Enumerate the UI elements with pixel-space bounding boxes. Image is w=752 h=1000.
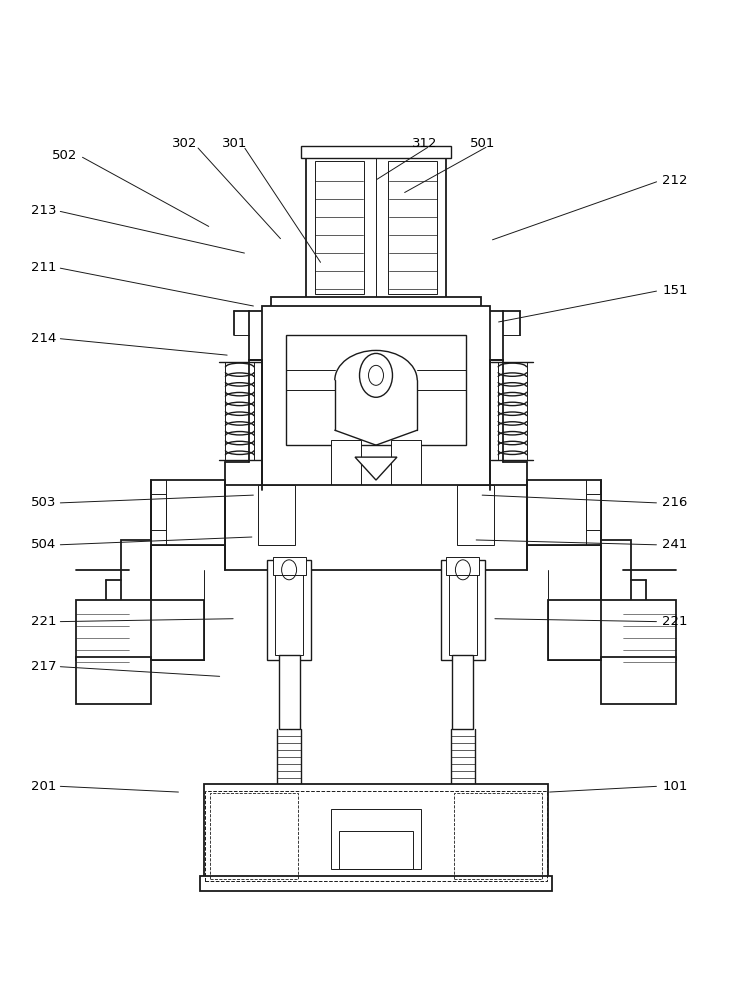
Bar [441,560,484,660]
Bar [457,485,494,545]
Bar [262,306,490,490]
Bar [277,831,301,851]
Bar [314,161,364,294]
Bar [76,600,204,660]
Text: 151: 151 [663,284,687,297]
Bar [331,440,361,490]
Bar [274,565,303,655]
Bar [121,540,151,650]
Text: 241: 241 [663,538,687,551]
Bar [301,146,451,158]
Text: 212: 212 [663,174,687,187]
Text: 301: 301 [223,137,248,150]
Bar [151,480,225,545]
Text: 503: 503 [32,496,56,509]
Bar [273,557,305,575]
Bar [306,153,446,301]
Bar [225,485,527,570]
Bar [76,657,151,704]
Bar [451,831,475,851]
Bar [270,311,482,360]
Bar [204,784,548,884]
Bar [278,655,299,729]
Bar [527,480,601,545]
Bar [273,799,305,834]
Text: 502: 502 [53,149,77,162]
Text: 312: 312 [412,137,438,150]
Text: 504: 504 [32,538,56,551]
Text: 101: 101 [663,780,687,793]
Bar [454,793,542,879]
Text: 201: 201 [32,780,56,793]
Bar [151,494,166,530]
Bar [601,540,631,650]
Text: 213: 213 [32,204,57,217]
Bar [268,560,311,660]
Bar [378,320,436,352]
Text: 214: 214 [32,332,56,345]
Bar [271,297,481,313]
Bar [205,791,547,881]
Text: 211: 211 [32,261,57,274]
Bar [447,557,479,575]
Text: 302: 302 [172,137,198,150]
Bar [338,831,414,869]
Bar [453,655,474,729]
Bar [200,876,552,891]
Bar [258,485,295,545]
Bar [391,440,421,490]
Bar [286,335,466,445]
Text: 501: 501 [471,137,496,150]
Text: 216: 216 [663,496,687,509]
Bar [316,320,374,352]
Bar [210,793,298,879]
Bar [447,799,479,834]
Bar [586,494,601,530]
Text: 217: 217 [32,660,57,673]
Polygon shape [355,457,397,480]
Bar [388,161,438,294]
Text: 221: 221 [663,615,687,628]
Bar [449,565,478,655]
Bar [548,600,676,660]
Text: 221: 221 [32,615,57,628]
Bar [331,809,421,869]
Bar [601,657,676,704]
